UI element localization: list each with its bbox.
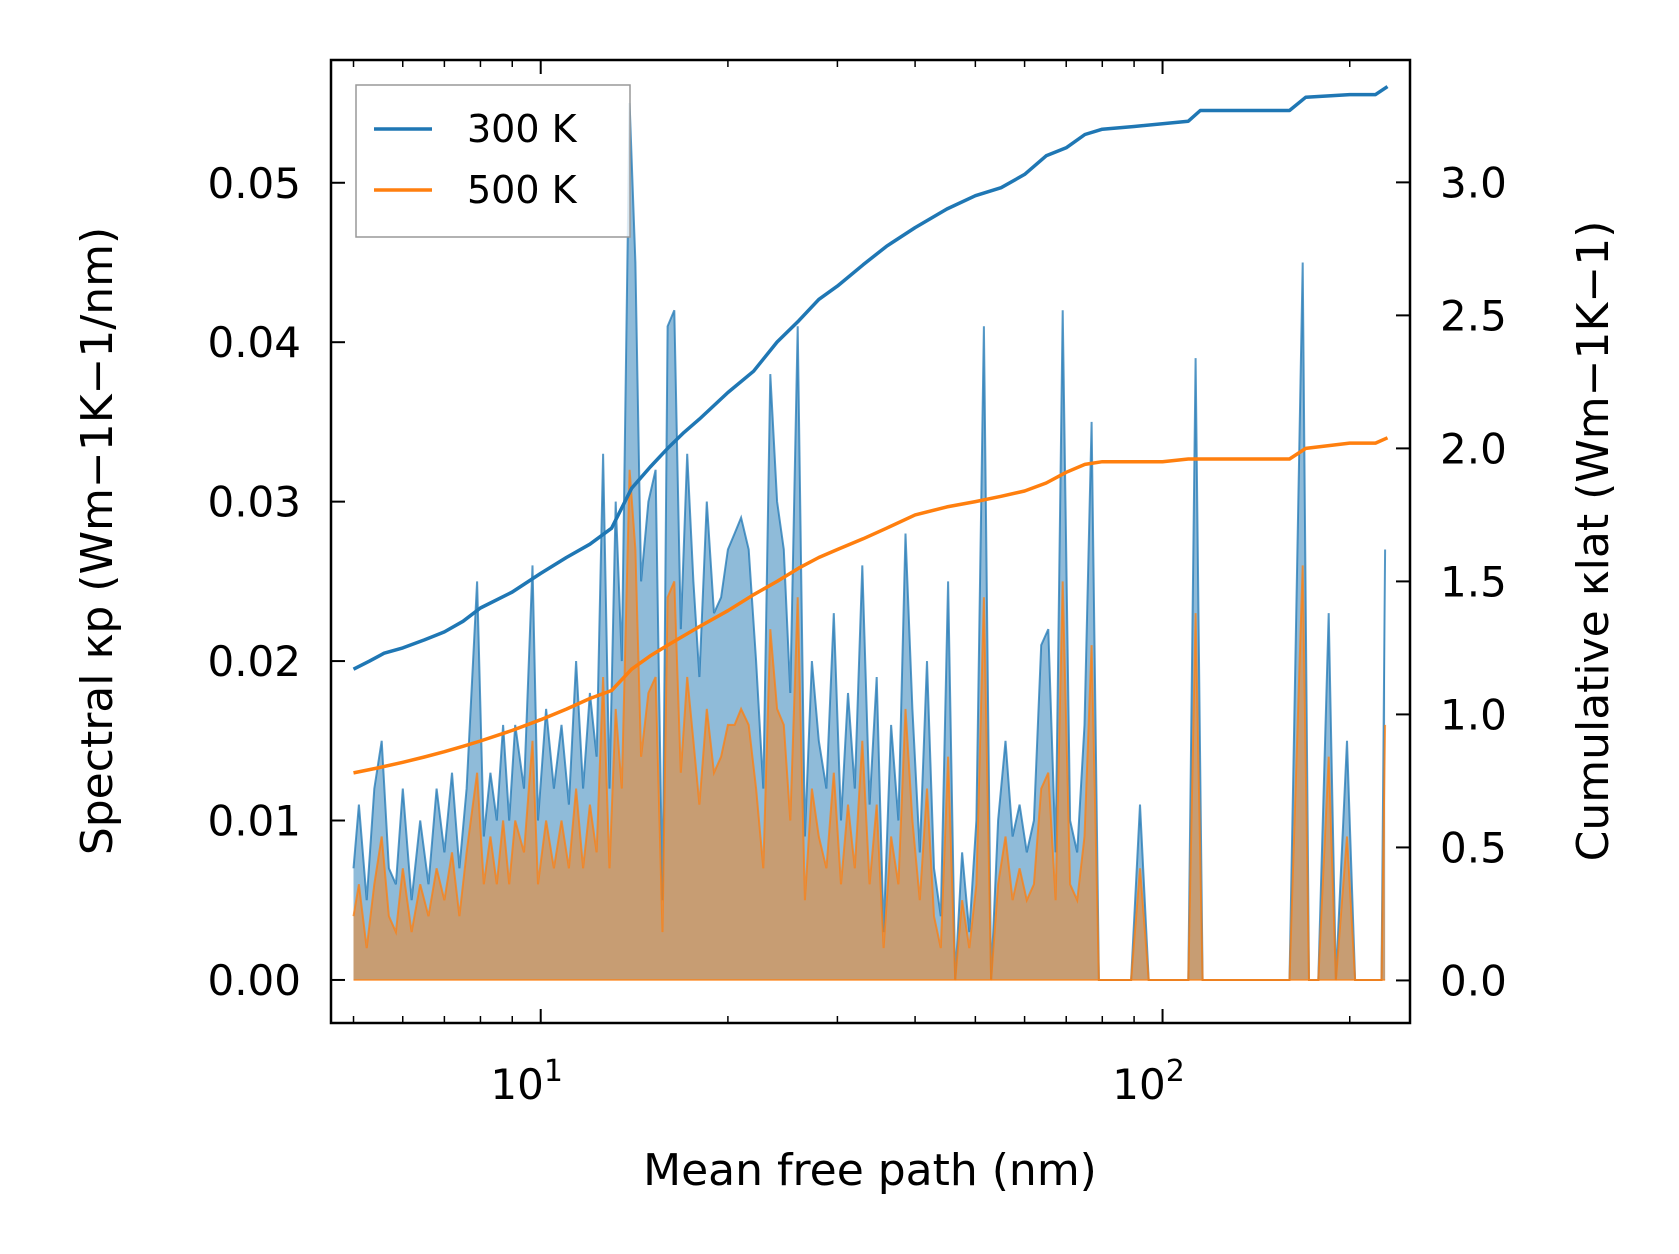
spectral-area-500k [353, 469, 1386, 980]
axis-ticks: 101 1020.000.010.020.030.040.050.00.51.01… [207, 60, 1507, 1109]
y-right-tick-label: 2.0 [1440, 424, 1507, 473]
y-left-tick-label: 0.01 [207, 797, 301, 846]
x-tick-base: 10 [490, 1060, 543, 1109]
y-axis-left-title: Spectral κp (Wm−1K−1/nm) [72, 227, 123, 855]
x-tick-label: 102 [1112, 1054, 1185, 1109]
y-right-tick-label: 2.5 [1440, 291, 1507, 340]
spectral-area-300k [353, 103, 1386, 980]
cumulative-line-300k [352, 85, 1389, 671]
y-axis-right-title: Cumulative κlat (Wm−1K−1) [1568, 221, 1619, 862]
cumulative-line-500k [353, 436, 1389, 775]
x-tick-label: 101 [490, 1054, 563, 1109]
y-left-title-text: Spectral κp (Wm−1K−1/nm) [72, 227, 123, 855]
y-left-tick-label: 0.02 [207, 637, 301, 686]
y-left-tick-label: 0.05 [207, 159, 301, 208]
y-left-tick-label: 0.03 [207, 478, 301, 527]
x-tick-exponent: 2 [1166, 1054, 1185, 1089]
legend: 300 K 500 K [355, 84, 631, 238]
x-axis-title: Mean free path (nm) [643, 1145, 1097, 1196]
legend-label-500k: 500 K [467, 168, 578, 212]
y-right-tick-label: 1.0 [1440, 690, 1507, 739]
y-left-tick-label: 0.00 [207, 956, 301, 1005]
x-tick-exponent: 1 [544, 1054, 563, 1089]
plot-area [352, 85, 1389, 981]
plot-frame [329, 58, 1412, 1025]
y-right-tick-label: 3.0 [1440, 158, 1507, 207]
y-right-tick-label: 0.0 [1440, 956, 1507, 1005]
legend-box [355, 84, 631, 238]
x-tick-base: 10 [1112, 1060, 1165, 1109]
legend-label-300k: 300 K [467, 107, 578, 151]
y-right-tick-label: 0.5 [1440, 823, 1507, 872]
y-right-tick-label: 1.5 [1440, 557, 1507, 606]
y-right-title-text: Cumulative κlat (Wm−1K−1) [1568, 221, 1619, 862]
y-left-tick-label: 0.04 [207, 318, 301, 367]
